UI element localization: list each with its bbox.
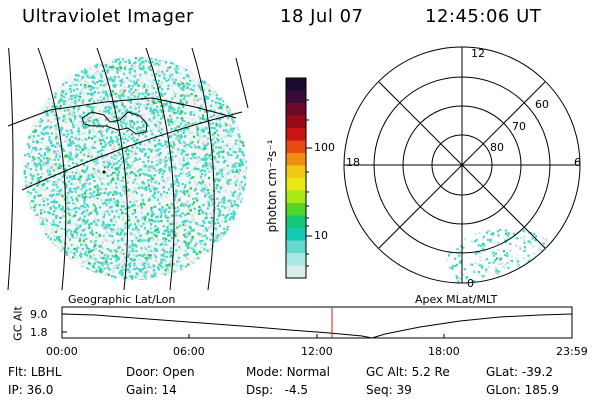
status-glon: GLon: 185.9 [486, 383, 559, 397]
subsatellite-point [102, 170, 106, 174]
status-glat: GLat: -39.2 [486, 365, 553, 379]
instrument-title: Ultraviolet Imager [22, 6, 194, 27]
ring-label-80: 80 [490, 141, 504, 154]
time-tick-3: 18:00 [428, 345, 460, 358]
time-tick-0: 00:00 [46, 345, 78, 358]
colorbar-ticks [306, 99, 312, 267]
colorbar [286, 78, 306, 279]
ring-label-60: 60 [535, 98, 549, 111]
mlt-label-6: 6 [574, 156, 581, 169]
polar-panel-label: Apex MLat/MLT [415, 293, 498, 306]
geo-grid [7, 48, 249, 290]
colorbar-tick-100: 100 [314, 141, 335, 154]
status-gc-alt: GC Alt: 5.2 Re [366, 365, 450, 379]
colorbar-unit-label: photon cm⁻²s⁻¹ [265, 139, 279, 233]
polar-grid [343, 46, 581, 284]
status-seq: Seq: 39 [366, 383, 412, 397]
mlt-label-12: 12 [471, 47, 485, 60]
geo-image [23, 56, 247, 280]
altitude-plot [61, 306, 573, 339]
coastline [81, 111, 148, 135]
alt-axis-label: GC Alt [11, 306, 25, 341]
status-ip: IP: 36.0 [8, 383, 54, 397]
geo-panel-label: Geographic Lat/Lon [68, 293, 176, 306]
status-flt: Flt: LBHL [8, 365, 62, 379]
alt-tick-low: 1.8 [30, 326, 48, 339]
mlt-label-18: 18 [346, 156, 360, 169]
time-tick-2: 12:00 [301, 345, 333, 358]
time-tick-1: 06:00 [173, 345, 205, 358]
status-mode: Mode: Normal [246, 365, 330, 379]
colorbar-tick-10: 10 [314, 229, 328, 242]
time-tick-4: 23:59 [556, 345, 588, 358]
ring-label-70: 70 [512, 120, 526, 133]
time-label: 12:45:06 UT [425, 6, 542, 27]
date-label: 18 Jul 07 [280, 6, 364, 27]
alt-tick-high: 9.0 [30, 308, 48, 321]
status-gain: Gain: 14 [126, 383, 177, 397]
mlt-label-0: 0 [467, 277, 474, 290]
status-dsp: Dsp: -4.5 [246, 383, 309, 397]
status-door: Door: Open [126, 365, 195, 379]
